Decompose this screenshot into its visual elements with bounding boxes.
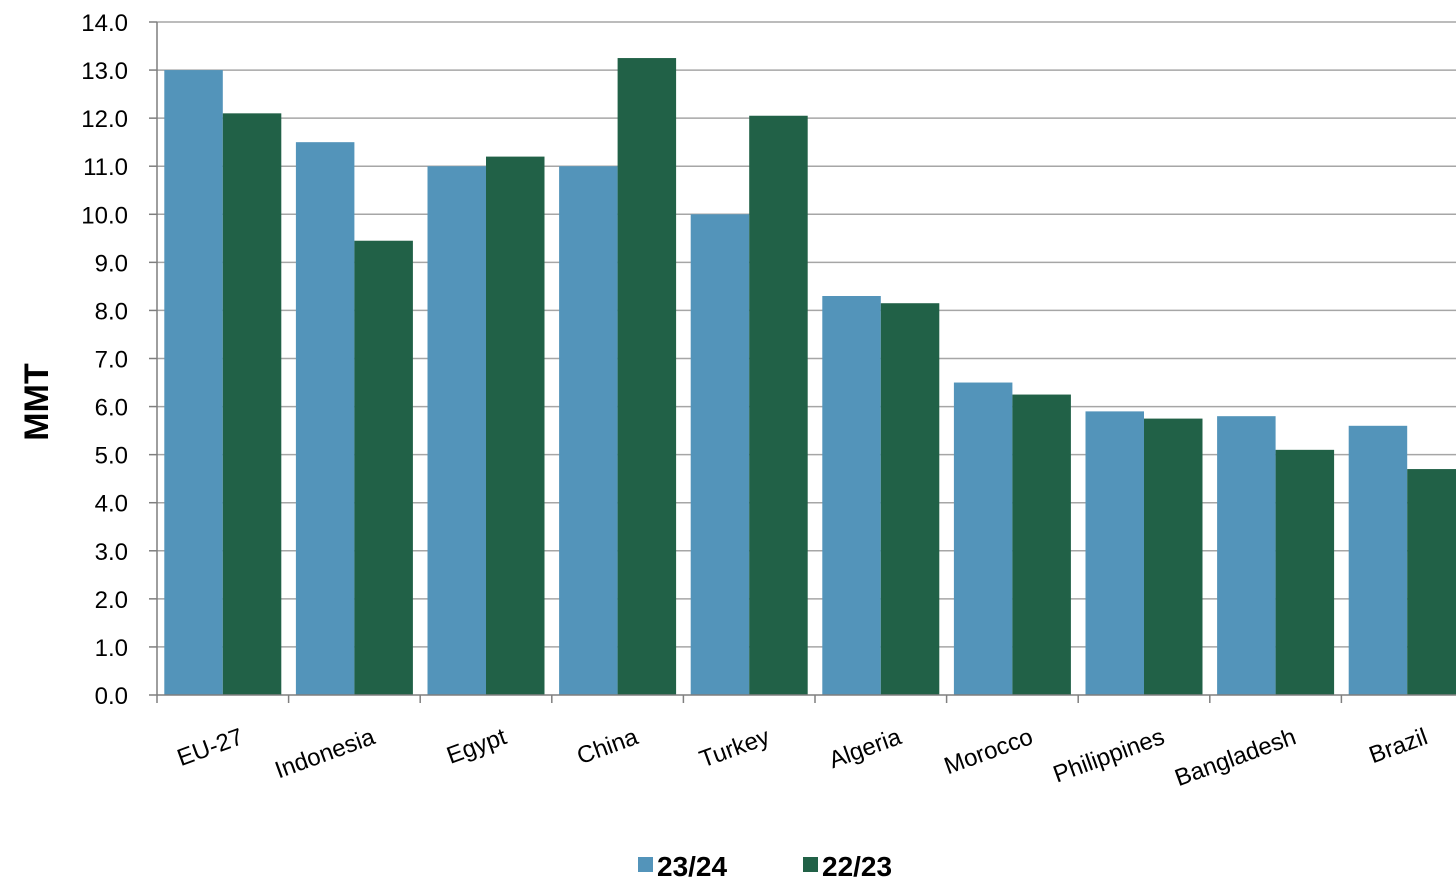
- y-axis-title: MMT: [18, 363, 56, 441]
- bar: [617, 58, 677, 695]
- bar: [559, 166, 618, 695]
- x-category-label: Egypt: [443, 723, 510, 769]
- legend: 23/24 22/23: [638, 851, 892, 882]
- legend-label: 22/23: [822, 851, 892, 882]
- bar: [164, 70, 223, 696]
- y-tick-label: 1.0: [95, 635, 128, 662]
- x-category-label: Turkey: [696, 723, 773, 773]
- bars: [164, 58, 1456, 696]
- y-tick-label: 6.0: [95, 395, 128, 422]
- bar: [1217, 416, 1276, 695]
- x-category-label: Indonesia: [271, 723, 379, 784]
- x-category-label: Brazil: [1366, 723, 1432, 769]
- bar: [295, 142, 355, 695]
- y-tick-label: 13.0: [81, 58, 128, 85]
- y-tick-label: 0.0: [95, 683, 128, 710]
- bar: [1144, 418, 1203, 695]
- bar: [1407, 469, 1456, 695]
- y-tick-label: 12.0: [81, 106, 128, 133]
- y-tick-label: 3.0: [95, 539, 128, 566]
- legend-swatch: [803, 857, 818, 872]
- bar: [880, 303, 940, 695]
- y-tick-label: 10.0: [81, 202, 128, 229]
- y-tick-label: 8.0: [95, 298, 128, 325]
- axes: [149, 21, 1456, 703]
- bar: [690, 214, 750, 696]
- y-tick-label: 7.0: [95, 347, 128, 374]
- bar: [354, 240, 413, 695]
- bar: [1275, 449, 1335, 695]
- y-tick-label: 5.0: [95, 443, 128, 470]
- y-tick-label: 14.0: [81, 10, 128, 37]
- y-tick-label: 2.0: [95, 587, 128, 614]
- bar: [427, 166, 486, 695]
- bar: [1085, 411, 1144, 695]
- y-tick-label: 4.0: [95, 491, 128, 518]
- bar: [1348, 425, 1408, 695]
- bar: [486, 156, 545, 696]
- x-category-labels: EU-27 Indonesia Egypt China Turkey Algeria Mor…: [174, 723, 1432, 792]
- bar: [749, 115, 808, 696]
- x-category-label: Algeria: [825, 723, 905, 774]
- bar: [1012, 394, 1071, 695]
- bar: [222, 113, 282, 696]
- legend-label: 23/24: [657, 851, 727, 882]
- x-category-label: China: [573, 723, 642, 770]
- bar: [822, 296, 881, 695]
- legend-swatch: [638, 857, 653, 872]
- x-category-label: Bangladesh: [1171, 723, 1299, 792]
- y-tick-label: 9.0: [95, 250, 128, 277]
- y-tick-label: 11.0: [83, 154, 128, 181]
- x-category-label: EU-27: [174, 723, 247, 772]
- y-tick-labels: 0.0 1.0 2.0 3.0 4.0 5.0 6.0 7.0 8.0 9.0 10.0 11.0 12…: [81, 10, 128, 710]
- bar: [953, 382, 1013, 695]
- x-category-label: Philippines: [1050, 723, 1168, 788]
- x-category-label: Morocco: [941, 723, 1037, 780]
